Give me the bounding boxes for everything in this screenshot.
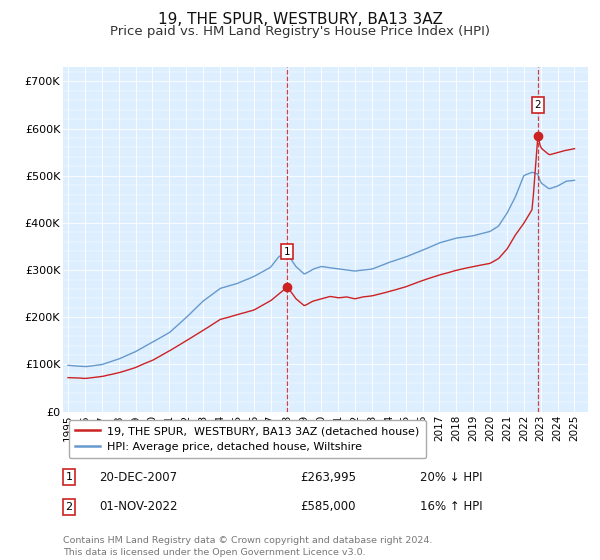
Text: 2: 2: [65, 502, 73, 512]
Text: Contains HM Land Registry data © Crown copyright and database right 2024.
This d: Contains HM Land Registry data © Crown c…: [63, 536, 433, 557]
Text: 19, THE SPUR, WESTBURY, BA13 3AZ: 19, THE SPUR, WESTBURY, BA13 3AZ: [157, 12, 443, 27]
Text: 20% ↓ HPI: 20% ↓ HPI: [420, 470, 482, 484]
Text: 1: 1: [65, 472, 73, 482]
Text: 16% ↑ HPI: 16% ↑ HPI: [420, 500, 482, 514]
Text: 20-DEC-2007: 20-DEC-2007: [99, 470, 177, 484]
Text: Price paid vs. HM Land Registry's House Price Index (HPI): Price paid vs. HM Land Registry's House …: [110, 25, 490, 38]
Text: 2: 2: [535, 100, 541, 110]
Text: £263,995: £263,995: [300, 470, 356, 484]
Text: 01-NOV-2022: 01-NOV-2022: [99, 500, 178, 514]
Legend: 19, THE SPUR,  WESTBURY, BA13 3AZ (detached house), HPI: Average price, detached: 19, THE SPUR, WESTBURY, BA13 3AZ (detach…: [68, 419, 427, 459]
Text: 1: 1: [284, 246, 290, 256]
Text: £585,000: £585,000: [300, 500, 355, 514]
